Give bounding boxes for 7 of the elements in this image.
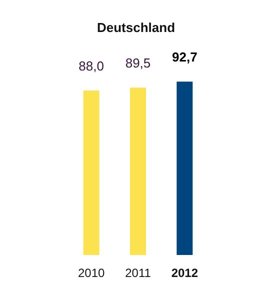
data-label: 89,5 — [125, 56, 151, 71]
chart-title: Deutschland — [96, 20, 176, 35]
x-tick-label: 2010 — [78, 266, 106, 280]
x-tick-label: 2011 — [125, 266, 152, 280]
data-label: 88,0 — [78, 58, 104, 74]
x-tick-label: 2012 — [171, 266, 198, 280]
data-label: 92,7 — [172, 50, 198, 65]
